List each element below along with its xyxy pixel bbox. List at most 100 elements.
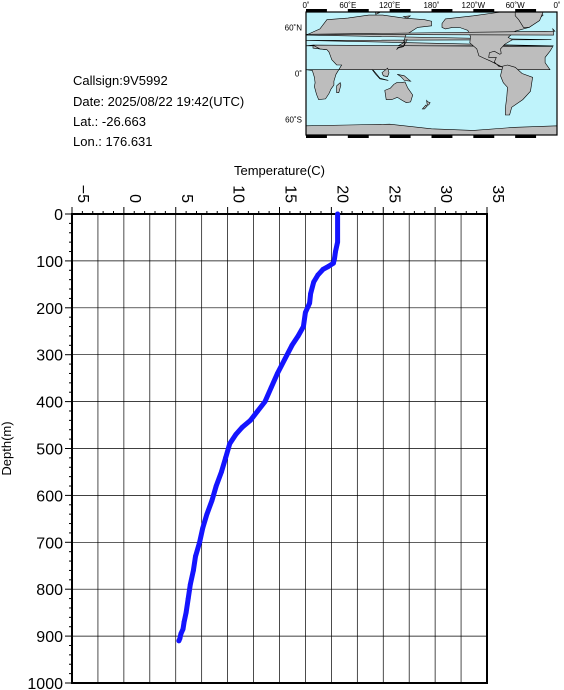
map-border-segment [389,135,411,138]
x-tick-label: 15 [282,185,299,203]
temperature-point [315,272,321,278]
temperature-point [187,582,193,587]
map-border-segment [306,135,327,138]
map-border-segment [431,135,453,138]
x-tick-label: 30 [437,185,454,203]
map-longitude-label: 60˚E [339,1,356,10]
temperature-point [282,356,288,362]
temperature-point [239,424,245,430]
y-tick-label: 400 [36,395,63,412]
map-latitude-label: 60˚N [285,23,303,32]
temperature-point [227,441,233,447]
temperature-point [213,483,219,489]
map-latitude-label: 60˚S [285,116,302,125]
temperature-point [307,300,312,306]
temperature-point [209,497,215,503]
land-mass-13 [306,27,556,36]
y-tick-label: 0 [54,207,63,224]
temperature-point [200,525,206,531]
temperature-point [178,631,184,637]
temperature-point [311,279,317,285]
map-longitude-label: 60˚W [506,1,526,10]
temperature-point [248,417,253,423]
temperature-point [268,385,274,390]
temperature-point [219,469,224,475]
x-tick-label: 35 [489,185,506,203]
map-latitude-label: 0˚ [295,70,302,79]
temperature-point [180,626,186,632]
temperature-point [303,310,308,315]
temperature-point [262,399,268,404]
x-tick-label: 20 [333,185,350,203]
temperature-point [255,408,261,414]
x-axis-title: Temperature(C) [234,163,325,178]
x-tick-label: 10 [230,185,247,203]
temperature-point [204,511,210,517]
x-tick-label: 5 [178,194,195,203]
map-longitude-label: 120˚W [462,1,486,10]
map-border-segment [473,135,495,138]
temperature-point [197,539,203,545]
land-mass-12 [421,104,428,110]
land-mass-2 [384,81,414,104]
temperature-point [325,264,331,269]
map-border-segment [515,9,537,12]
map-border-segment [306,9,327,12]
map-border-segment [347,9,369,12]
temperature-point [193,553,198,559]
map-longitude-label: 120˚E [379,1,400,10]
x-tick-label: −5 [74,185,91,203]
y-tick-label: 100 [36,254,63,271]
temperature-point [190,568,196,573]
temperature-point [332,256,337,261]
temperature-point [223,455,228,461]
temperature-point [185,596,191,601]
y-tick-label: 600 [36,488,63,505]
map-border-segment [347,135,369,138]
land-mass-15 [402,15,411,19]
land-mass-10 [336,82,342,93]
temperature-point [300,324,306,329]
map-longitude-label: 0˚ [553,1,560,10]
longitude-text: Lon.: 176.631 [73,134,153,149]
temperature-point [183,610,189,616]
temperature-profile-line [176,211,341,644]
map-border-segment [515,135,537,138]
temperature-point [289,342,295,348]
y-axis-title: Depth(m) [0,421,14,475]
temperature-point [176,638,182,644]
world-map: 0˚ 60˚E 120˚E 180˚ 120˚W 60˚W 0˚ 60˚N 0˚ 60˚S [285,1,561,138]
temperature-point [335,211,340,217]
x-tick-label: 25 [385,185,402,203]
map-longitude-label: 180˚ [423,1,439,10]
x-tick-label: 0 [126,194,143,203]
land-mass-6 [371,69,389,81]
temperature-point [331,260,336,266]
land-mass-7 [381,67,390,77]
temperature-point [181,619,187,625]
y-tick-label: 800 [36,582,63,599]
temperature-point [335,239,340,245]
map-border-segment [431,9,453,12]
land-mass-11 [426,99,431,106]
temperature-point [333,249,338,254]
temperature-point [233,432,239,437]
land-mass-8 [397,74,412,82]
map-border-segment [389,9,411,12]
map-border-segment [473,9,495,12]
y-tick-label: 900 [36,629,63,646]
y-tick-label: 700 [36,535,63,552]
temperature-point [295,333,301,339]
map-longitude-label: 0˚ [302,1,309,10]
date-text: Date: 2025/08/22 19:42(UTC) [73,94,245,109]
y-tick-label: 1000 [27,676,63,690]
y-tick-label: 500 [36,442,63,459]
land-mass-9 [396,39,408,50]
temperature-point [275,371,280,376]
y-tick-label: 200 [36,301,63,318]
latitude-text: Lat.: -26.663 [73,114,146,129]
y-tick-label: 300 [36,348,63,365]
callsign-text: Callsign:9V5992 [73,73,168,88]
temperature-point [308,291,314,297]
